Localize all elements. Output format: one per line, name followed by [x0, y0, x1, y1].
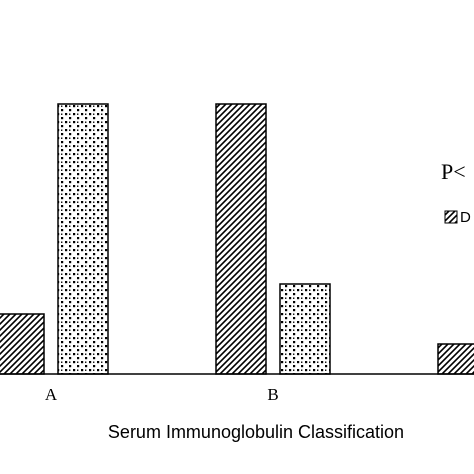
- bar-b-series-2: [279, 283, 331, 375]
- legend-label-series-1: D: [460, 209, 471, 226]
- x-tick-label-b: B: [267, 385, 278, 404]
- x-tick-label-a: A: [45, 385, 58, 404]
- bar-a-series-1: [0, 313, 45, 375]
- x-axis-label: Serum Immunoglobulin Classification: [108, 422, 404, 442]
- legend-swatch-series-1: [444, 210, 458, 224]
- legend: D: [444, 209, 471, 226]
- bars-group: [0, 103, 474, 375]
- bar-a-series-2: [57, 103, 109, 375]
- bar-group-3-series-1: [437, 343, 474, 375]
- bar-b-series-1: [215, 103, 267, 375]
- significance-annotation: P<: [441, 159, 466, 184]
